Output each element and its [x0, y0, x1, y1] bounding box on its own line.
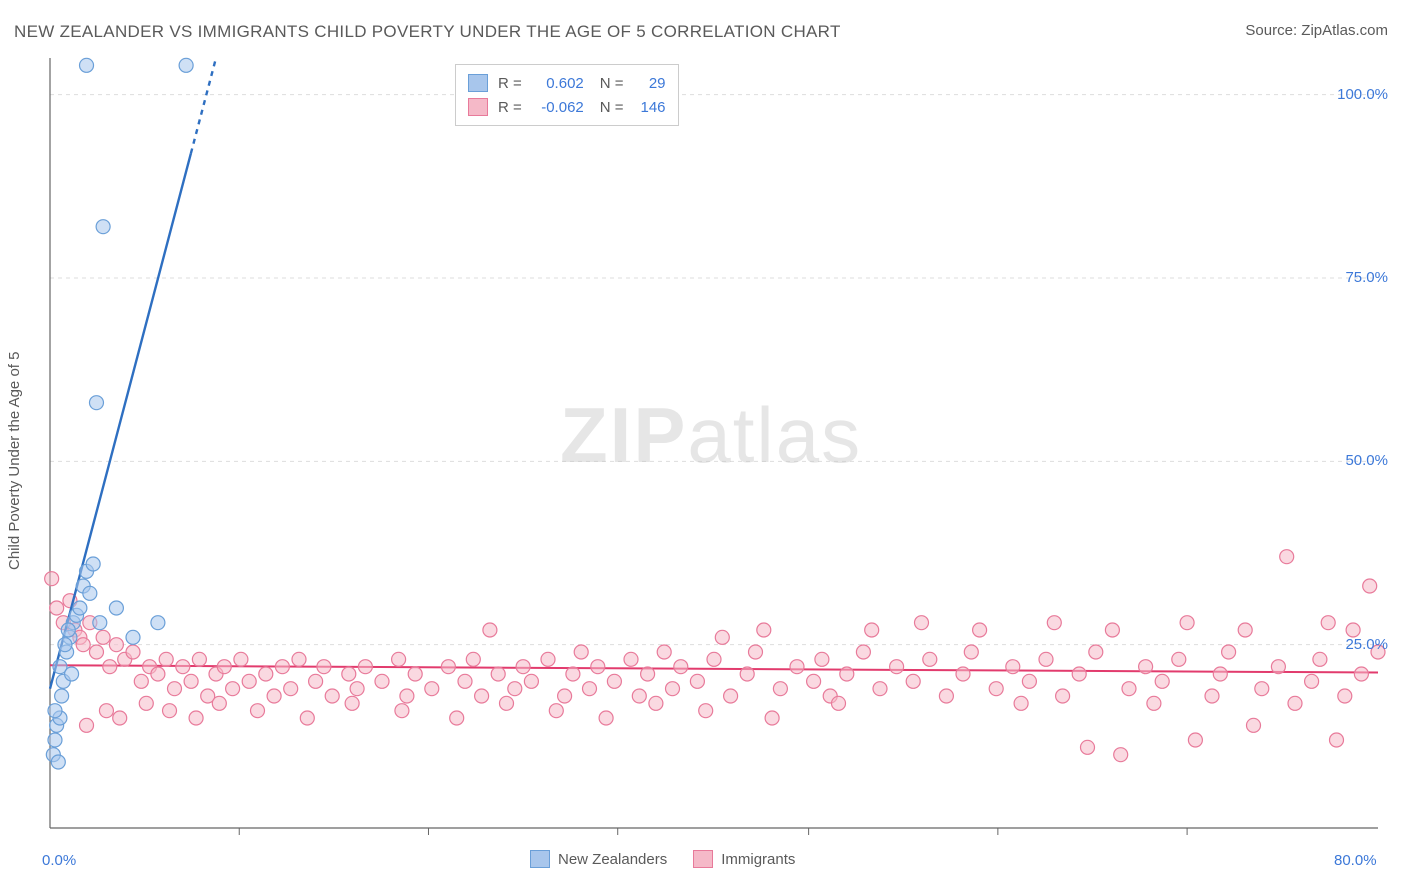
- bottom-legend: New Zealanders Immigrants: [530, 850, 795, 868]
- n-label: N =: [600, 75, 624, 92]
- y-tick-label: 100.0%: [1337, 86, 1388, 103]
- swatch-series-2: [693, 850, 713, 868]
- n-label: N =: [600, 99, 624, 116]
- y-tick-label: 75.0%: [1345, 269, 1388, 286]
- stats-legend-row: R = -0.062 N = 146: [468, 95, 666, 119]
- swatch-series-1: [468, 74, 488, 92]
- x-tick-label: 0.0%: [42, 852, 76, 869]
- swatch-series-2: [468, 98, 488, 116]
- r-label: R =: [498, 75, 522, 92]
- n-value: 146: [634, 99, 666, 116]
- chart-canvas: [0, 0, 1406, 892]
- n-value: 29: [634, 75, 666, 92]
- swatch-series-1: [530, 850, 550, 868]
- bottom-legend-label: Immigrants: [721, 851, 795, 868]
- r-value: 0.602: [532, 75, 584, 92]
- y-tick-label: 25.0%: [1345, 636, 1388, 653]
- x-tick-label: 80.0%: [1334, 852, 1377, 869]
- bottom-legend-item: Immigrants: [693, 850, 795, 868]
- r-label: R =: [498, 99, 522, 116]
- stats-legend: R = 0.602 N = 29 R = -0.062 N = 146: [455, 64, 679, 126]
- r-value: -0.062: [532, 99, 584, 116]
- stats-legend-row: R = 0.602 N = 29: [468, 71, 666, 95]
- y-tick-label: 50.0%: [1345, 452, 1388, 469]
- bottom-legend-label: New Zealanders: [558, 851, 667, 868]
- bottom-legend-item: New Zealanders: [530, 850, 667, 868]
